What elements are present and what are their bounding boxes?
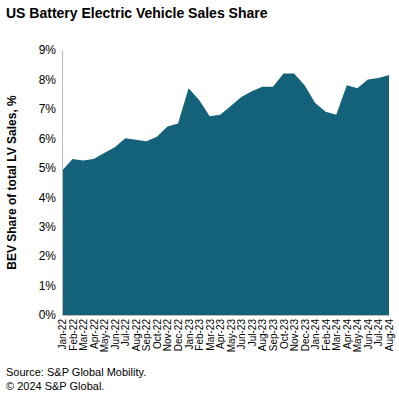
x-tick-label: Jul-24 xyxy=(373,319,384,347)
x-axis: Jan-22Feb-22Mar-22Apr-22May-22Jun-22Jul-… xyxy=(57,315,395,352)
x-tick: Mar-23 xyxy=(205,315,216,351)
x-tick: Sep-23 xyxy=(268,315,279,351)
x-tick: Sep-22 xyxy=(141,315,152,351)
y-tick: 5% xyxy=(39,161,62,175)
x-tick: Dec-23 xyxy=(300,315,311,351)
y-tick-label: 2% xyxy=(39,249,57,263)
y-tick-label: 1% xyxy=(39,279,57,293)
x-tick: Feb-23 xyxy=(194,315,205,351)
x-tick-label: Sep-23 xyxy=(268,319,279,352)
x-tick-label: Jul-23 xyxy=(247,319,258,347)
y-tick: 7% xyxy=(39,102,62,116)
x-tick-label: Oct-23 xyxy=(279,319,290,349)
x-axis-line xyxy=(63,315,390,316)
x-tick: Jul-22 xyxy=(120,315,131,346)
y-axis: 0% 1% 2% 3% 4% 5% 6% 7% 8% 9% xyxy=(39,43,63,322)
x-tick: Aug-24 xyxy=(384,315,395,351)
x-tick-label: Apr-22 xyxy=(89,319,100,349)
x-tick-label: Mar-22 xyxy=(78,319,89,351)
chart: US Battery Electric Vehicle Sales Share 0… xyxy=(0,0,399,400)
x-tick: Jun-23 xyxy=(236,315,247,350)
x-tick: Feb-22 xyxy=(68,315,79,351)
x-tick: Mar-22 xyxy=(78,315,89,351)
marks xyxy=(62,74,389,315)
x-tick-label: Dec-22 xyxy=(173,319,184,352)
x-tick: Aug-22 xyxy=(131,315,142,351)
x-tick-label: Jun-23 xyxy=(236,319,247,350)
x-tick: Jul-24 xyxy=(373,315,384,346)
x-tick: May-22 xyxy=(99,315,110,352)
y-tick-label: 8% xyxy=(39,73,57,87)
x-tick-label: Jul-22 xyxy=(120,319,131,347)
x-tick: Apr-23 xyxy=(215,315,226,349)
x-tick-label: Nov-23 xyxy=(289,319,300,352)
x-tick: Jan-23 xyxy=(184,315,195,350)
x-tick-label: May-23 xyxy=(226,319,237,353)
x-tick: Jun-24 xyxy=(363,315,374,350)
y-tick: 2% xyxy=(39,249,62,263)
y-tick: 1% xyxy=(39,279,62,293)
x-tick: Jan-22 xyxy=(57,315,68,350)
x-tick-label: Aug-22 xyxy=(131,319,142,352)
x-tick: Mar-24 xyxy=(331,315,342,351)
annotation: © 2024 S&P Global. xyxy=(6,380,104,392)
x-tick-label: May-22 xyxy=(99,319,110,353)
x-tick-label: Aug-23 xyxy=(257,319,268,352)
x-tick: May-24 xyxy=(352,315,363,352)
x-tick-label: Jun-22 xyxy=(110,319,121,350)
x-tick: Dec-22 xyxy=(173,315,184,351)
y-tick-label: 7% xyxy=(39,102,57,116)
x-tick: Nov-23 xyxy=(289,315,300,351)
x-tick-label: Feb-23 xyxy=(194,319,205,351)
y-tick: 4% xyxy=(39,191,62,205)
title: US Battery Electric Vehicle Sales Share xyxy=(6,5,268,21)
x-tick: Jun-22 xyxy=(110,315,121,350)
y-tick-label: 4% xyxy=(39,191,57,205)
annotation: Source: S&P Global Mobility. xyxy=(6,366,146,378)
x-tick-label: Apr-23 xyxy=(215,319,226,349)
y-tick-label: 5% xyxy=(39,161,57,175)
y-tick: 6% xyxy=(39,132,62,146)
x-tick-label: Jan-24 xyxy=(310,319,321,350)
x-tick: Aug-23 xyxy=(257,315,268,351)
x-tick: Nov-22 xyxy=(162,315,173,351)
x-tick-label: Oct-22 xyxy=(152,319,163,349)
x-tick-label: Aug-24 xyxy=(384,319,395,352)
x-tick: Jul-23 xyxy=(247,315,258,346)
x-tick-label: Dec-23 xyxy=(300,319,311,352)
y-tick: 3% xyxy=(39,220,62,234)
x-tick: Apr-22 xyxy=(89,315,100,349)
y-tick-label: 6% xyxy=(39,132,57,146)
area xyxy=(62,74,389,315)
y-tick: 9% xyxy=(39,43,62,57)
x-tick: Apr-24 xyxy=(342,315,353,349)
x-tick: May-23 xyxy=(226,315,237,352)
y-tick-label: 9% xyxy=(39,43,57,57)
x-tick-label: Jan-23 xyxy=(184,319,195,350)
plot: 0%1%2%3%4%5%6%7%8%9%Jan-22Feb-22Mar-22Ap… xyxy=(39,43,395,352)
x-tick-label: Apr-24 xyxy=(342,319,353,349)
x-tick: Oct-22 xyxy=(152,315,163,349)
x-tick-label: Feb-22 xyxy=(68,319,79,351)
x-tick-label: Feb-24 xyxy=(321,319,332,351)
x-tick: Jan-24 xyxy=(310,315,321,350)
x-tick: Feb-24 xyxy=(321,315,332,351)
x-tick-label: Jun-24 xyxy=(363,319,374,350)
x-tick: Oct-23 xyxy=(279,315,290,349)
x-tick-label: May-24 xyxy=(352,319,363,353)
y-axis-line xyxy=(62,51,63,316)
x-tick-label: Nov-22 xyxy=(162,319,173,352)
y-axis-title: BEV Share of total LV Sales, % xyxy=(5,95,19,270)
y-tick-label: 3% xyxy=(39,220,57,234)
y-tick: 8% xyxy=(39,73,62,87)
x-tick-label: Jan-22 xyxy=(57,319,68,350)
x-tick-label: Sep-22 xyxy=(141,319,152,352)
y-tick-label: 0% xyxy=(39,308,57,322)
x-tick-label: Mar-23 xyxy=(205,319,216,351)
x-tick-label: Mar-24 xyxy=(331,319,342,351)
